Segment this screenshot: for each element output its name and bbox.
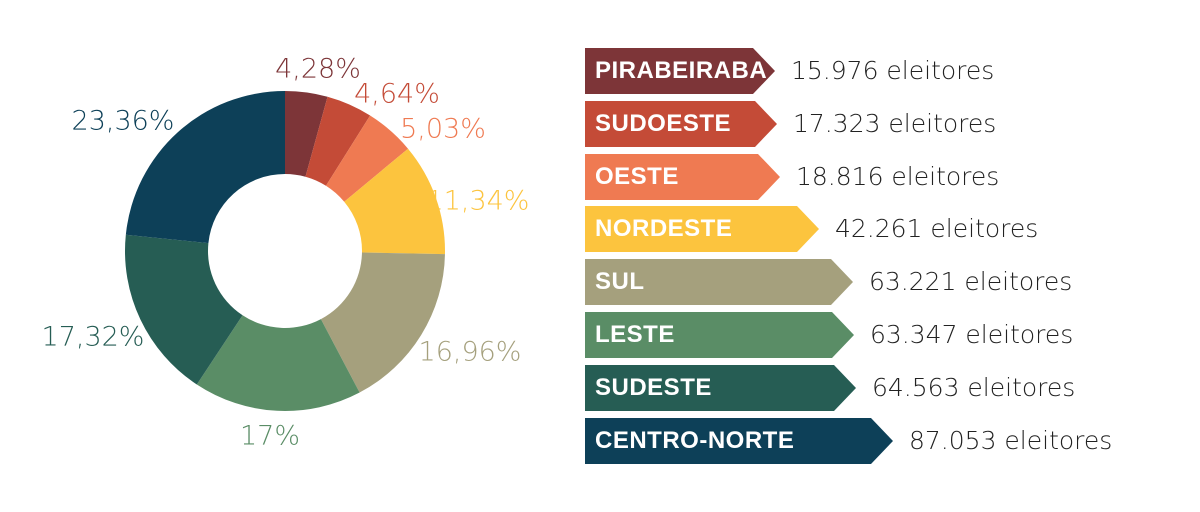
bar-row-sudoeste: SUDOESTE 17.323 eleitores (585, 101, 1037, 147)
region-label: PIRABEIRABA (595, 57, 768, 84)
voters-count: 17.323 (793, 109, 881, 138)
voters-count: 18.816 (796, 162, 884, 191)
bar-arrow-sul (585, 259, 853, 305)
donut-slice-nordeste (344, 148, 445, 255)
bar-row-nordeste: NORDESTE 42.261 eleitores (585, 206, 1079, 252)
region-label: SUL (595, 268, 645, 295)
bar-row-centro-norte: CENTRO-NORTE 87.053 eleitores (585, 418, 1153, 464)
bar-row-pirabeiraba: PIRABEIRABA 15.976 eleitores (585, 48, 1035, 94)
percent-label-sul: 16,96% (419, 337, 522, 368)
donut-slice-centro-norte (125, 91, 285, 244)
bar-arrow-centro-norte (585, 418, 893, 464)
donut-chart: 4,28%4,64% 5,03% 11,34% 16,96% 17% 17,32% 23,3… (42, 54, 530, 452)
voters-unit: eleitores (996, 426, 1113, 455)
bar-arrow-oeste (585, 154, 780, 200)
donut-slice-pirabeiraba (285, 91, 328, 177)
bar-sul (585, 259, 853, 305)
voters-value: 15.976 eleitores (791, 48, 994, 94)
bar-centro-norte (585, 418, 893, 464)
percent-label-sudoeste: 4,64% (354, 79, 440, 110)
voters-unit: eleitores (922, 214, 1039, 243)
donut-slice-sudeste (125, 234, 243, 385)
percent-label-nordeste: 11,34% (427, 186, 530, 217)
percent-label-centro-norte: 23,36% (72, 106, 175, 137)
donut-slice-leste (196, 315, 360, 411)
voters-value: 17.323 eleitores (793, 101, 996, 147)
percent-label-pirabeiraba: 4,28% (275, 54, 361, 85)
voters-count: 63.347 (870, 320, 958, 349)
bar-sudeste (585, 365, 856, 411)
bar-arrow-nordeste (585, 206, 819, 252)
region-label: SUDOESTE (595, 110, 732, 137)
region-label: SUDESTE (595, 374, 712, 401)
bar-row-leste: LESTE 63.347 eleitores (585, 312, 1114, 358)
voters-unit: eleitores (883, 162, 1000, 191)
bar-pirabeiraba (585, 48, 775, 94)
region-label: LESTE (595, 321, 675, 348)
voters-value: 63.221 eleitores (869, 259, 1072, 305)
voters-count: 42.261 (835, 214, 923, 243)
voters-count: 64.563 (872, 373, 960, 402)
voters-unit: eleitores (956, 267, 1073, 296)
donut-slice-sul (320, 252, 445, 393)
voters-unit: eleitores (880, 109, 997, 138)
region-label: CENTRO-NORTE (595, 427, 795, 454)
bar-arrow-pirabeiraba (585, 48, 775, 94)
voters-value: 64.563 eleitores (872, 365, 1075, 411)
bar-row-sudeste: SUDESTE 64.563 eleitores (585, 365, 1116, 411)
bar-oeste (585, 154, 780, 200)
percent-label-oeste: 5,03% (400, 114, 486, 145)
bar-arrow-sudoeste (585, 101, 777, 147)
voters-count: 15.976 (791, 56, 879, 85)
voters-value: 63.347 eleitores (870, 312, 1073, 358)
bar-leste (585, 312, 854, 358)
voters-unit: eleitores (957, 320, 1074, 349)
bar-arrow-leste (585, 312, 854, 358)
bar-sudoeste (585, 101, 777, 147)
region-label: NORDESTE (595, 215, 733, 242)
voters-value: 87.053 eleitores (909, 418, 1112, 464)
donut-slice-sudoeste (305, 96, 371, 186)
bar-row-sul: SUL 63.221 eleitores (585, 259, 1113, 305)
percent-label-leste: 17% (240, 421, 300, 452)
bar-row-oeste: OESTE 18.816 eleitores (585, 154, 1040, 200)
voters-value: 18.816 eleitores (796, 154, 999, 200)
bar-nordeste (585, 206, 819, 252)
percent-label-sudeste: 17,32% (42, 322, 145, 353)
voters-count: 87.053 (909, 426, 997, 455)
donut-slice-oeste (325, 115, 409, 202)
voters-count: 63.221 (869, 267, 957, 296)
voters-unit: eleitores (959, 373, 1076, 402)
region-label: OESTE (595, 163, 679, 190)
voters-unit: eleitores (878, 56, 995, 85)
bar-arrow-sudeste (585, 365, 856, 411)
voters-value: 42.261 eleitores (835, 206, 1038, 252)
